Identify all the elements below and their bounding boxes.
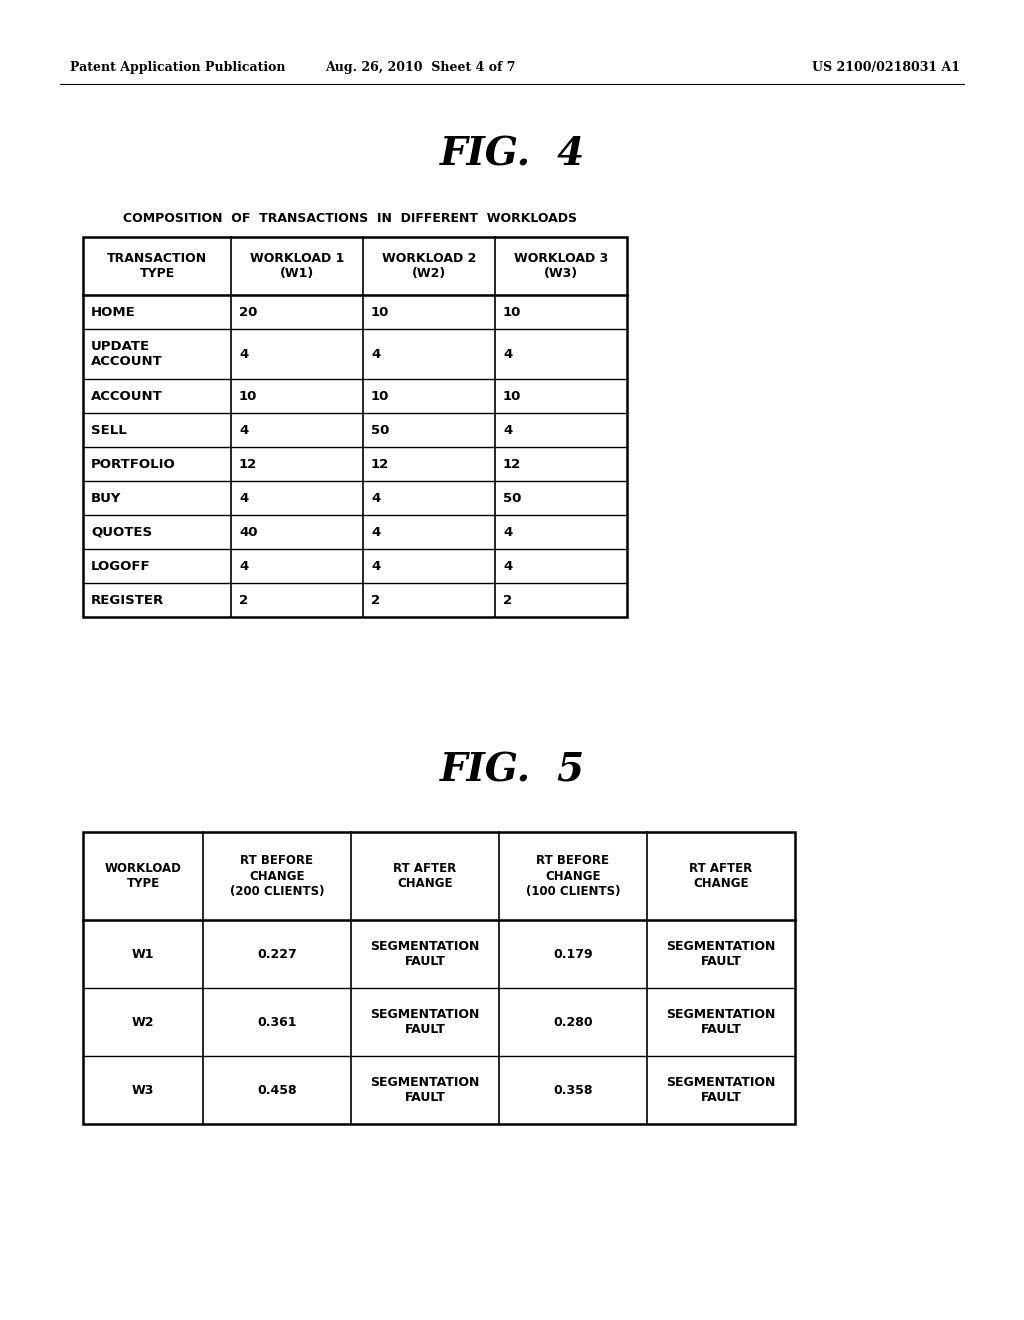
- Text: 4: 4: [239, 491, 248, 504]
- Bar: [83, 832, 795, 1125]
- Text: 12: 12: [503, 458, 521, 470]
- Text: 10: 10: [371, 389, 389, 403]
- Text: WORKLOAD 2
(W2): WORKLOAD 2 (W2): [382, 252, 476, 280]
- Text: 2: 2: [371, 594, 380, 606]
- Text: W3: W3: [132, 1084, 155, 1097]
- Text: 50: 50: [503, 491, 521, 504]
- Text: 50: 50: [371, 424, 389, 437]
- Text: RT BEFORE
CHANGE
(100 CLIENTS): RT BEFORE CHANGE (100 CLIENTS): [525, 854, 621, 898]
- Text: RT BEFORE
CHANGE
(200 CLIENTS): RT BEFORE CHANGE (200 CLIENTS): [229, 854, 325, 898]
- Text: 10: 10: [239, 389, 257, 403]
- Text: REGISTER: REGISTER: [91, 594, 164, 606]
- Text: WORKLOAD 1
(W1): WORKLOAD 1 (W1): [250, 252, 344, 280]
- Text: Patent Application Publication: Patent Application Publication: [70, 62, 286, 74]
- Text: 4: 4: [239, 560, 248, 573]
- Text: 20: 20: [239, 305, 257, 318]
- Text: RT AFTER
CHANGE: RT AFTER CHANGE: [393, 862, 457, 890]
- Text: SEGMENTATION
FAULT: SEGMENTATION FAULT: [371, 940, 479, 968]
- Text: HOME: HOME: [91, 305, 136, 318]
- Text: SEGMENTATION
FAULT: SEGMENTATION FAULT: [667, 940, 776, 968]
- Text: US 2100/0218031 A1: US 2100/0218031 A1: [812, 62, 961, 74]
- Text: SEGMENTATION
FAULT: SEGMENTATION FAULT: [371, 1008, 479, 1036]
- Text: 4: 4: [371, 347, 380, 360]
- Text: FIG.  4: FIG. 4: [439, 136, 585, 174]
- Text: QUOTES: QUOTES: [91, 525, 153, 539]
- Text: Aug. 26, 2010  Sheet 4 of 7: Aug. 26, 2010 Sheet 4 of 7: [325, 62, 515, 74]
- Text: UPDATE
ACCOUNT: UPDATE ACCOUNT: [91, 341, 163, 368]
- Text: 4: 4: [503, 347, 512, 360]
- Text: 10: 10: [503, 389, 521, 403]
- Text: WORKLOAD
TYPE: WORKLOAD TYPE: [104, 862, 181, 890]
- Text: 0.361: 0.361: [257, 1015, 297, 1028]
- Text: FIG.  5: FIG. 5: [439, 751, 585, 789]
- Text: 0.280: 0.280: [553, 1015, 593, 1028]
- Text: LOGOFF: LOGOFF: [91, 560, 151, 573]
- Text: 2: 2: [503, 594, 512, 606]
- Text: TRANSACTION
TYPE: TRANSACTION TYPE: [106, 252, 207, 280]
- Text: 0.227: 0.227: [257, 948, 297, 961]
- Text: ACCOUNT: ACCOUNT: [91, 389, 163, 403]
- Text: 4: 4: [503, 525, 512, 539]
- Text: RT AFTER
CHANGE: RT AFTER CHANGE: [689, 862, 753, 890]
- Text: 10: 10: [503, 305, 521, 318]
- Text: 0.179: 0.179: [553, 948, 593, 961]
- Text: 4: 4: [371, 491, 380, 504]
- Text: 0.458: 0.458: [257, 1084, 297, 1097]
- Text: 2: 2: [239, 594, 248, 606]
- Text: 4: 4: [239, 347, 248, 360]
- Text: 4: 4: [371, 525, 380, 539]
- Text: 4: 4: [371, 560, 380, 573]
- Text: SEGMENTATION
FAULT: SEGMENTATION FAULT: [667, 1008, 776, 1036]
- Text: SEGMENTATION
FAULT: SEGMENTATION FAULT: [371, 1076, 479, 1104]
- Text: SEGMENTATION
FAULT: SEGMENTATION FAULT: [667, 1076, 776, 1104]
- Text: WORKLOAD 3
(W3): WORKLOAD 3 (W3): [514, 252, 608, 280]
- Text: 10: 10: [371, 305, 389, 318]
- Text: PORTFOLIO: PORTFOLIO: [91, 458, 176, 470]
- Text: SELL: SELL: [91, 424, 127, 437]
- Text: 4: 4: [239, 424, 248, 437]
- Text: W2: W2: [132, 1015, 155, 1028]
- Text: COMPOSITION  OF  TRANSACTIONS  IN  DIFFERENT  WORKLOADS: COMPOSITION OF TRANSACTIONS IN DIFFERENT…: [123, 211, 577, 224]
- Text: 0.358: 0.358: [553, 1084, 593, 1097]
- Text: 40: 40: [239, 525, 257, 539]
- Text: 4: 4: [503, 424, 512, 437]
- Text: 12: 12: [239, 458, 257, 470]
- Text: 4: 4: [503, 560, 512, 573]
- Text: W1: W1: [132, 948, 155, 961]
- Text: BUY: BUY: [91, 491, 122, 504]
- Bar: [83, 238, 627, 616]
- Text: 12: 12: [371, 458, 389, 470]
